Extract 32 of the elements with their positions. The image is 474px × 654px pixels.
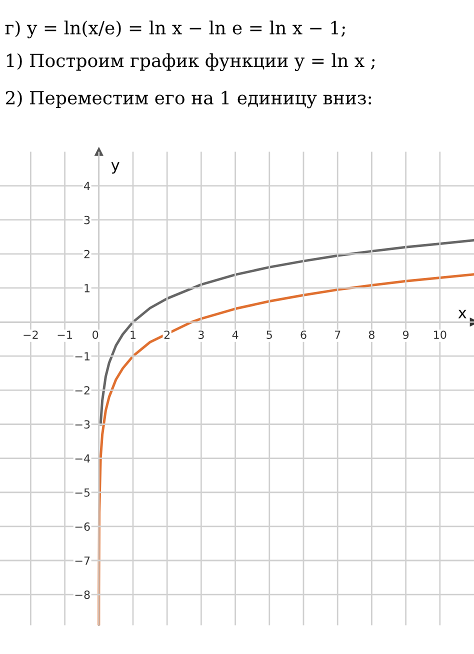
- y-tick-label: −7: [75, 556, 90, 565]
- text: г) y = ln(x/e) = ln x − ln e = ln x − 1;: [5, 20, 345, 38]
- y-tick-label: 2: [84, 250, 90, 258]
- y-tick-label: 4: [84, 182, 90, 190]
- text: 2) Переместим его на 1 единицу вниз:: [6, 90, 372, 108]
- x-tick-label: −2: [24, 330, 38, 339]
- x-tick-label: 2: [164, 330, 170, 339]
- x-tick-label: 5: [266, 330, 272, 339]
- y-tick-label: 1: [84, 284, 90, 292]
- x-tick-label: 3: [198, 330, 204, 339]
- x-tick-label: 8: [368, 330, 374, 339]
- line-series: [99, 239, 474, 426]
- line-series: [98, 273, 474, 626]
- y-axis-title: y: [111, 162, 120, 174]
- y-tick-label: −1: [75, 352, 90, 360]
- x-tick-label: 4: [232, 330, 238, 339]
- x-tick-label: 10: [434, 330, 446, 339]
- y-tick-label: −4: [75, 454, 90, 463]
- x-tick-label: 1: [130, 330, 136, 339]
- x-tick-label: 9: [402, 330, 409, 339]
- x-tick-label: 7: [334, 330, 340, 339]
- x-tick-label: 6: [300, 330, 306, 339]
- y-tick-label: −3: [75, 420, 90, 429]
- y-tick-label: 3: [84, 216, 90, 224]
- y-tick-label: −6: [75, 522, 90, 531]
- x-axis-title: x: [458, 310, 466, 318]
- y-tick-label: −2: [75, 386, 90, 394]
- x-tick-label: −1: [58, 330, 72, 339]
- x-tick-label: 0: [92, 330, 98, 339]
- y-tick-label: −5: [75, 488, 90, 497]
- text: 1) Построим график функции y = ln x ;: [6, 53, 375, 71]
- y-tick-label: −8: [75, 590, 90, 599]
